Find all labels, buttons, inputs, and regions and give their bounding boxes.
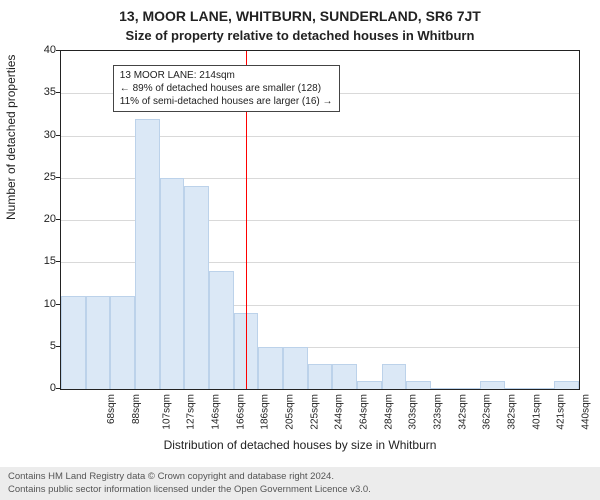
y-tick-label: 25 bbox=[16, 171, 56, 183]
histogram-bar bbox=[184, 186, 209, 389]
chart-container: { "chart": { "type": "histogram", "title… bbox=[0, 0, 600, 500]
y-tick-label: 20 bbox=[16, 213, 56, 225]
y-tick-mark bbox=[56, 92, 60, 93]
y-tick-mark bbox=[56, 304, 60, 305]
chart-title-line2: Size of property relative to detached ho… bbox=[0, 28, 600, 43]
histogram-bar bbox=[505, 388, 530, 389]
y-tick-label: 15 bbox=[16, 255, 56, 267]
y-tick-label: 30 bbox=[16, 129, 56, 141]
y-tick-mark bbox=[56, 219, 60, 220]
x-tick-label: 146sqm bbox=[211, 394, 222, 430]
x-tick-label: 440sqm bbox=[581, 394, 592, 430]
y-tick-label: 40 bbox=[16, 44, 56, 56]
histogram-bar bbox=[209, 271, 234, 389]
footer-line1: Contains HM Land Registry data © Crown c… bbox=[8, 471, 592, 483]
x-tick-label: 205sqm bbox=[285, 394, 296, 430]
y-tick-mark bbox=[56, 135, 60, 136]
x-tick-label: 362sqm bbox=[482, 394, 493, 430]
y-tick-mark bbox=[56, 388, 60, 389]
x-tick-label: 225sqm bbox=[309, 394, 320, 430]
annotation-line2: ← 89% of detached houses are smaller (12… bbox=[120, 82, 333, 95]
y-tick-mark bbox=[56, 50, 60, 51]
x-tick-label: 382sqm bbox=[507, 394, 518, 430]
histogram-bar bbox=[308, 364, 333, 389]
annotation-line3: 11% of semi-detached houses are larger (… bbox=[120, 95, 333, 108]
histogram-bar bbox=[332, 364, 357, 389]
x-tick-label: 127sqm bbox=[186, 394, 197, 430]
y-tick-label: 0 bbox=[16, 382, 56, 394]
histogram-bar bbox=[357, 381, 382, 389]
y-tick-mark bbox=[56, 261, 60, 262]
footer-line2: Contains public sector information licen… bbox=[8, 484, 592, 496]
histogram-bar bbox=[135, 119, 160, 389]
y-tick-label: 10 bbox=[16, 298, 56, 310]
histogram-bar bbox=[160, 178, 185, 389]
x-tick-label: 88sqm bbox=[131, 394, 142, 424]
annotation-box: 13 MOOR LANE: 214sqm← 89% of detached ho… bbox=[113, 65, 340, 112]
histogram-bar bbox=[431, 388, 456, 389]
histogram-bar bbox=[110, 296, 135, 389]
y-tick-label: 35 bbox=[16, 86, 56, 98]
x-tick-label: 421sqm bbox=[556, 394, 567, 430]
chart-title-line1: 13, MOOR LANE, WHITBURN, SUNDERLAND, SR6… bbox=[0, 8, 600, 24]
annotation-line1: 13 MOOR LANE: 214sqm bbox=[120, 69, 333, 82]
histogram-bar bbox=[382, 364, 407, 389]
x-tick-label: 264sqm bbox=[359, 394, 370, 430]
x-tick-label: 342sqm bbox=[457, 394, 468, 430]
histogram-bar bbox=[86, 296, 111, 389]
x-tick-label: 244sqm bbox=[334, 394, 345, 430]
x-tick-label: 401sqm bbox=[531, 394, 542, 430]
x-axis-label: Distribution of detached houses by size … bbox=[0, 438, 600, 452]
x-tick-label: 303sqm bbox=[408, 394, 419, 430]
histogram-bar bbox=[258, 347, 283, 389]
x-tick-label: 166sqm bbox=[235, 394, 246, 430]
x-tick-label: 107sqm bbox=[161, 394, 172, 430]
histogram-bar bbox=[283, 347, 308, 389]
histogram-bar bbox=[530, 388, 555, 389]
histogram-bar bbox=[61, 296, 86, 389]
plot-area: 13 MOOR LANE: 214sqm← 89% of detached ho… bbox=[60, 50, 580, 390]
histogram-bar bbox=[480, 381, 505, 389]
y-tick-mark bbox=[56, 177, 60, 178]
footer: Contains HM Land Registry data © Crown c… bbox=[0, 467, 600, 500]
histogram-bar bbox=[456, 388, 481, 389]
histogram-bar bbox=[554, 381, 579, 389]
x-tick-label: 186sqm bbox=[260, 394, 271, 430]
x-tick-label: 323sqm bbox=[433, 394, 444, 430]
x-tick-label: 284sqm bbox=[383, 394, 394, 430]
y-tick-label: 5 bbox=[16, 340, 56, 352]
y-tick-mark bbox=[56, 346, 60, 347]
x-tick-label: 68sqm bbox=[106, 394, 117, 424]
histogram-bar bbox=[406, 381, 431, 389]
